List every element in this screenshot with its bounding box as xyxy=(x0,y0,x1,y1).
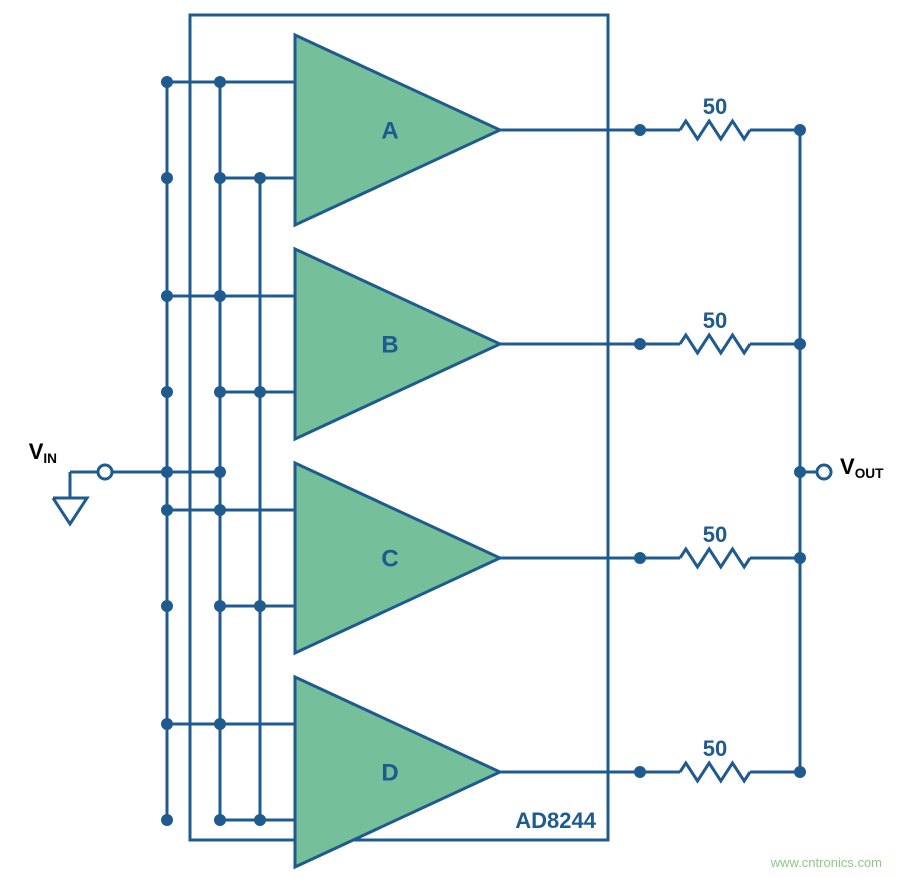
svg-text:VIN: VIN xyxy=(29,439,57,466)
svg-text:AD8244: AD8244 xyxy=(515,808,596,833)
circuit-svg: AD8244 VIN VOUT 50 A 50 B 50 C 50 D xyxy=(0,0,900,878)
svg-text:C: C xyxy=(381,545,398,572)
svg-text:B: B xyxy=(381,331,398,358)
svg-text:A: A xyxy=(381,117,398,144)
watermark: www.cntronics.com xyxy=(771,855,882,870)
svg-text:50: 50 xyxy=(703,522,727,547)
svg-text:VOUT: VOUT xyxy=(840,454,884,481)
diagram-canvas: AD8244 VIN VOUT 50 A 50 B 50 C 50 D www.cntronics.… xyxy=(0,0,900,878)
svg-text:50: 50 xyxy=(703,308,727,333)
svg-text:50: 50 xyxy=(703,94,727,119)
svg-text:D: D xyxy=(381,759,398,786)
svg-text:50: 50 xyxy=(703,736,727,761)
